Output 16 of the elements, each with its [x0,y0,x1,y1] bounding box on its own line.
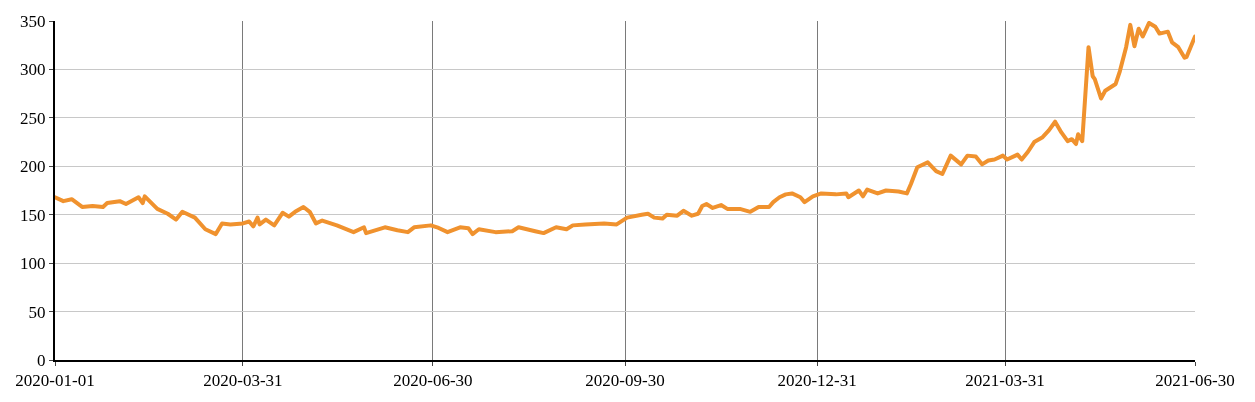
y-tick-label: 0 [37,350,46,370]
y-tick-label: 250 [20,108,46,128]
y-tick-label: 100 [20,254,46,274]
y-tick-label: 350 [20,11,46,31]
x-tick-label: 2020-09-30 [585,371,665,391]
y-tick-label: 300 [20,60,46,80]
y-tick-label: 200 [20,157,46,177]
x-tick-label: 2020-12-31 [777,371,857,391]
y-tick-label: 50 [28,302,46,322]
y-tick-label: 150 [20,205,46,225]
x-tick-label: 2021-03-31 [965,371,1045,391]
x-tick-label: 2020-06-30 [393,371,473,391]
x-tick-label: 2020-01-01 [15,371,95,391]
x-tick-label: 2021-06-30 [1155,371,1235,391]
x-tick-label: 2020-03-31 [203,371,283,391]
line-series [55,21,1195,237]
